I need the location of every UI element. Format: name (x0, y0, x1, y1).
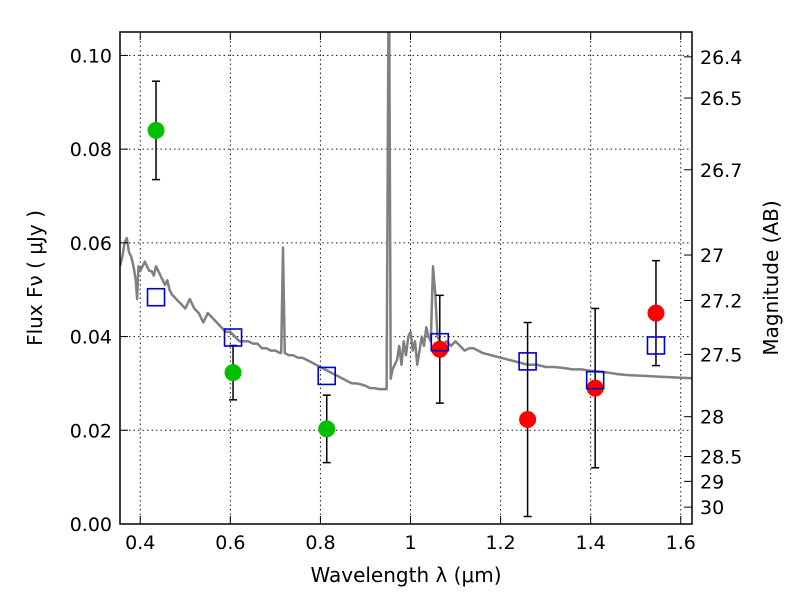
y-tick-label: 0.04 (70, 327, 112, 349)
data-point (147, 121, 165, 139)
model-spectrum (120, 32, 692, 391)
mag-tick-label: 27.2 (700, 290, 742, 312)
data-point (647, 304, 665, 322)
y-tick-label: 0.08 (70, 139, 112, 161)
data-point (318, 420, 336, 438)
mag-tick-label: 27 (700, 245, 724, 267)
mag-tick-label: 26.4 (700, 47, 742, 69)
model-photometry-square (646, 336, 666, 355)
x-tick-label: 1 (404, 532, 416, 554)
x-axis-label: Wavelength λ (μm) (310, 563, 501, 587)
x-tick-label: 0.6 (215, 532, 245, 554)
model-photometry-square (518, 352, 537, 371)
y-tick-label: 0.00 (70, 514, 112, 536)
mag-tick-label: 27.5 (700, 344, 742, 366)
data-point (224, 364, 242, 382)
data-point (431, 340, 449, 358)
mag-tick-label: 30 (700, 497, 724, 519)
axis-ticks: 0.4 0.6 0.8 1 1.2 1.4 1.6 0.00 0.02 0.04 0.06 0.08 0… (70, 32, 742, 554)
x-tick-label: 0.4 (125, 532, 155, 554)
mag-tick-label: 29 (700, 471, 724, 493)
x-tick-label: 1.4 (576, 532, 606, 554)
y-tick-label: 0.10 (70, 45, 112, 67)
model-photometry-square (317, 366, 337, 386)
y-axis-label: Flux Fν ( μJy ) (23, 210, 47, 346)
mag-tick-label: 28.5 (700, 447, 742, 469)
mag-tick-label: 26.5 (700, 88, 742, 110)
model-photometry-square (430, 332, 450, 352)
model-photometry-square (146, 287, 166, 307)
y2-axis-label: Magnitude (AB) (759, 200, 783, 355)
x-tick-label: 1.6 (666, 532, 696, 554)
model-spectrum-line (120, 32, 692, 391)
model-photometry-square (585, 370, 605, 390)
x-tick-label: 1.2 (485, 532, 515, 554)
plot-frame (119, 31, 693, 525)
mag-tick-label: 28 (700, 407, 724, 429)
data-points (146, 80, 666, 518)
data-point (519, 411, 537, 429)
model-photometry-square (223, 328, 243, 347)
x-tick-label: 0.8 (305, 532, 335, 554)
mag-tick-label: 26.7 (700, 160, 742, 182)
y-tick-label: 0.06 (70, 233, 112, 255)
y-tick-label: 0.02 (70, 420, 112, 442)
grid-lines (120, 32, 692, 525)
